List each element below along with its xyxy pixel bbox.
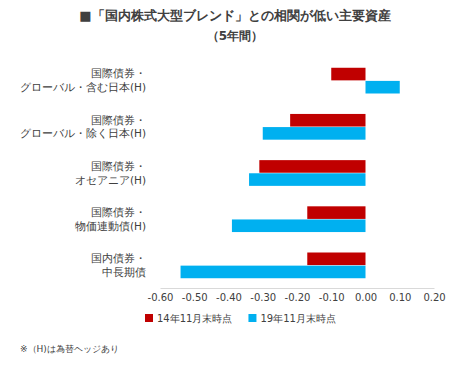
chart: ■「国内株式大型ブレンド」との相関が低い主要資産（5年間）-0.60-0.50-… xyxy=(0,0,470,374)
bar xyxy=(290,114,365,127)
x-tick-label: -0.30 xyxy=(250,292,276,303)
x-tick: 0.10 xyxy=(389,288,411,303)
bars xyxy=(181,68,400,278)
x-tick-label: -0.60 xyxy=(148,292,174,303)
y-tick-label: 国内債券・中長期債 xyxy=(91,252,146,278)
x-axis: -0.60 -0.50 -0.40 -0.30 -0.20 -0.10 0.00 0.10 0.… xyxy=(148,288,446,303)
x-axis-line xyxy=(161,288,435,289)
bar xyxy=(232,219,366,232)
subtitle: （5年間） xyxy=(207,29,263,43)
bar xyxy=(307,206,365,219)
y-tick: 国際債券・オセアニア(H) xyxy=(75,160,146,186)
x-tick: -0.60 xyxy=(148,288,174,303)
legend-label: 14年11月末時点 xyxy=(157,313,232,324)
y-tick-label: 国際債券・物価連動債(H) xyxy=(75,206,146,232)
legend-label: 19年11月末時点 xyxy=(260,313,335,324)
x-tick: -0.50 xyxy=(182,288,208,303)
x-tick: -0.20 xyxy=(285,288,311,303)
legend-item: 14年11月末時点 xyxy=(145,313,232,324)
x-tick-label: -0.10 xyxy=(319,292,345,303)
x-tick: -0.30 xyxy=(250,288,276,303)
bar xyxy=(366,81,400,94)
legend-swatch xyxy=(145,314,153,322)
y-tick-label: 国際債券・グローバル・除く日本(H) xyxy=(20,114,146,140)
x-tick-label: 0.00 xyxy=(355,292,377,303)
bar xyxy=(307,253,365,266)
x-tick: -0.10 xyxy=(319,288,345,303)
x-tick-label: -0.50 xyxy=(182,292,208,303)
legend-item: 19年11月末時点 xyxy=(248,313,335,324)
bar xyxy=(249,173,365,186)
bar xyxy=(263,127,366,140)
x-tick-label: 0.10 xyxy=(389,292,411,303)
x-tick-label: -0.20 xyxy=(285,292,311,303)
y-axis: 国際債券・グローバル・含む日本(H) 国際債券・グローバル・除く日本(H) 国際債券… xyxy=(20,67,146,277)
legend: 14年11月末時点 19年11月末時点 xyxy=(145,313,336,324)
y-tick: 国際債券・グローバル・含む日本(H) xyxy=(20,67,146,93)
x-tick-label: 0.20 xyxy=(423,292,445,303)
x-tick: 0.20 xyxy=(423,288,445,303)
legend-swatch xyxy=(248,314,256,322)
bar xyxy=(181,266,366,279)
title: ■「国内株式大型ブレンド」との相関が低い主要資産 xyxy=(79,8,390,23)
bar xyxy=(259,160,365,173)
y-tick-label: 国際債券・グローバル・含む日本(H) xyxy=(20,67,146,93)
x-tick: -0.40 xyxy=(216,288,242,303)
bar xyxy=(331,68,365,81)
x-tick-label: -0.40 xyxy=(216,292,242,303)
y-tick: 国際債券・物価連動債(H) xyxy=(75,206,146,232)
y-tick: 国際債券・グローバル・除く日本(H) xyxy=(20,114,146,140)
x-tick: 0.00 xyxy=(355,288,377,303)
y-tick-label: 国際債券・オセアニア(H) xyxy=(75,160,146,186)
footnote: ※（H)は為替ヘッジあり xyxy=(20,344,119,354)
y-tick: 国内債券・中長期債 xyxy=(91,252,146,278)
